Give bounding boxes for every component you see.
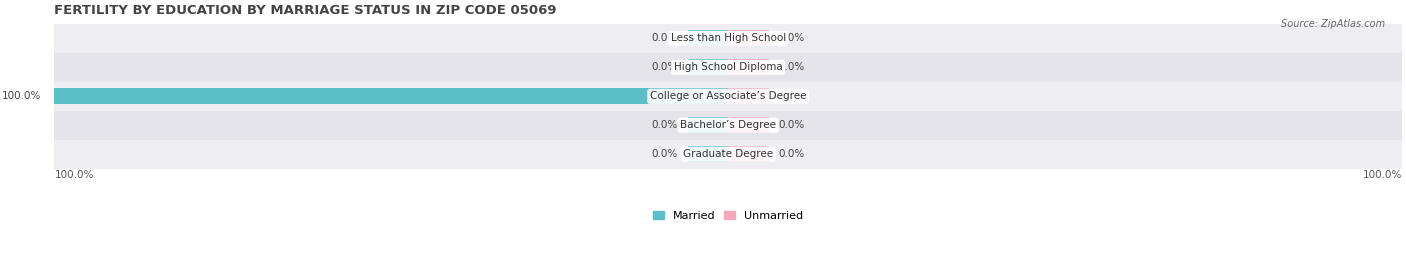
Bar <box>728 117 769 133</box>
Text: 100.0%: 100.0% <box>55 170 94 180</box>
Text: Graduate Degree: Graduate Degree <box>683 149 773 159</box>
Bar <box>728 30 769 46</box>
Bar <box>55 140 1402 169</box>
Text: 0.0%: 0.0% <box>651 149 678 159</box>
Text: Less than High School: Less than High School <box>671 33 786 43</box>
Bar <box>728 89 769 104</box>
Text: Bachelor’s Degree: Bachelor’s Degree <box>681 120 776 130</box>
Bar <box>55 24 1402 53</box>
Text: Source: ZipAtlas.com: Source: ZipAtlas.com <box>1281 19 1385 29</box>
Text: 0.0%: 0.0% <box>651 120 678 130</box>
Text: High School Diploma: High School Diploma <box>673 62 783 72</box>
Text: FERTILITY BY EDUCATION BY MARRIAGE STATUS IN ZIP CODE 05069: FERTILITY BY EDUCATION BY MARRIAGE STATU… <box>55 4 557 17</box>
Bar <box>688 117 728 133</box>
Bar <box>55 82 1402 111</box>
Bar <box>55 111 1402 140</box>
Bar <box>688 146 728 162</box>
Bar <box>55 89 728 104</box>
Bar <box>55 53 1402 82</box>
Text: 0.0%: 0.0% <box>779 120 804 130</box>
Legend: Married, Unmarried: Married, Unmarried <box>652 211 803 221</box>
Text: 0.0%: 0.0% <box>779 149 804 159</box>
Text: 100.0%: 100.0% <box>1362 170 1402 180</box>
Bar <box>688 59 728 75</box>
Text: 100.0%: 100.0% <box>1 91 41 101</box>
Text: College or Associate’s Degree: College or Associate’s Degree <box>650 91 807 101</box>
Text: 0.0%: 0.0% <box>651 62 678 72</box>
Bar <box>688 30 728 46</box>
Text: 0.0%: 0.0% <box>779 91 804 101</box>
Text: 0.0%: 0.0% <box>779 33 804 43</box>
Bar <box>728 146 769 162</box>
Bar <box>728 59 769 75</box>
Text: 0.0%: 0.0% <box>651 33 678 43</box>
Text: 0.0%: 0.0% <box>779 62 804 72</box>
